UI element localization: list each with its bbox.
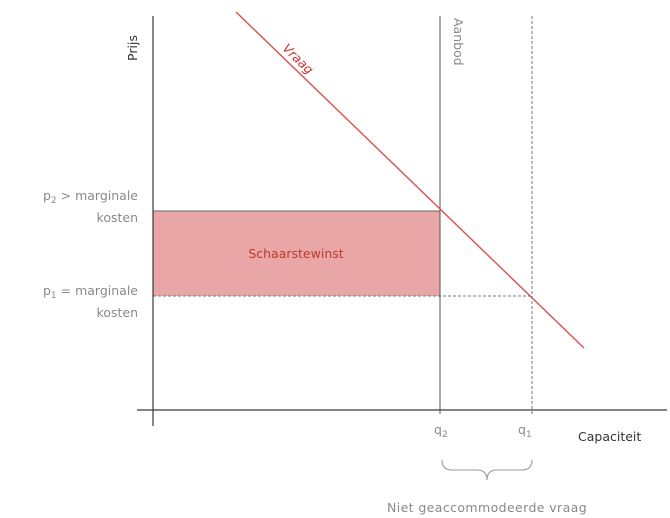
p1-label: p1 = marginale (43, 283, 138, 301)
demand-line (235, 11, 585, 349)
p1-label-line2: kosten (97, 305, 138, 320)
x-axis-label: Capaciteit (578, 429, 641, 444)
p2-label-line2: kosten (97, 210, 138, 225)
q2-label: q2 (434, 422, 448, 440)
q1-label: q1 (518, 422, 532, 440)
y-axis-label: Prijs (125, 35, 140, 61)
supply-label: Aanbod (451, 18, 466, 66)
scarcity-profit-label: Schaarstewinst (248, 246, 343, 261)
unaccommodated-demand-label: Niet geaccommodeerde vraag (387, 500, 587, 515)
p2-label: p2 > marginale (43, 188, 138, 206)
brace-icon (441, 459, 533, 481)
scarcity-profit-area (153, 211, 440, 296)
